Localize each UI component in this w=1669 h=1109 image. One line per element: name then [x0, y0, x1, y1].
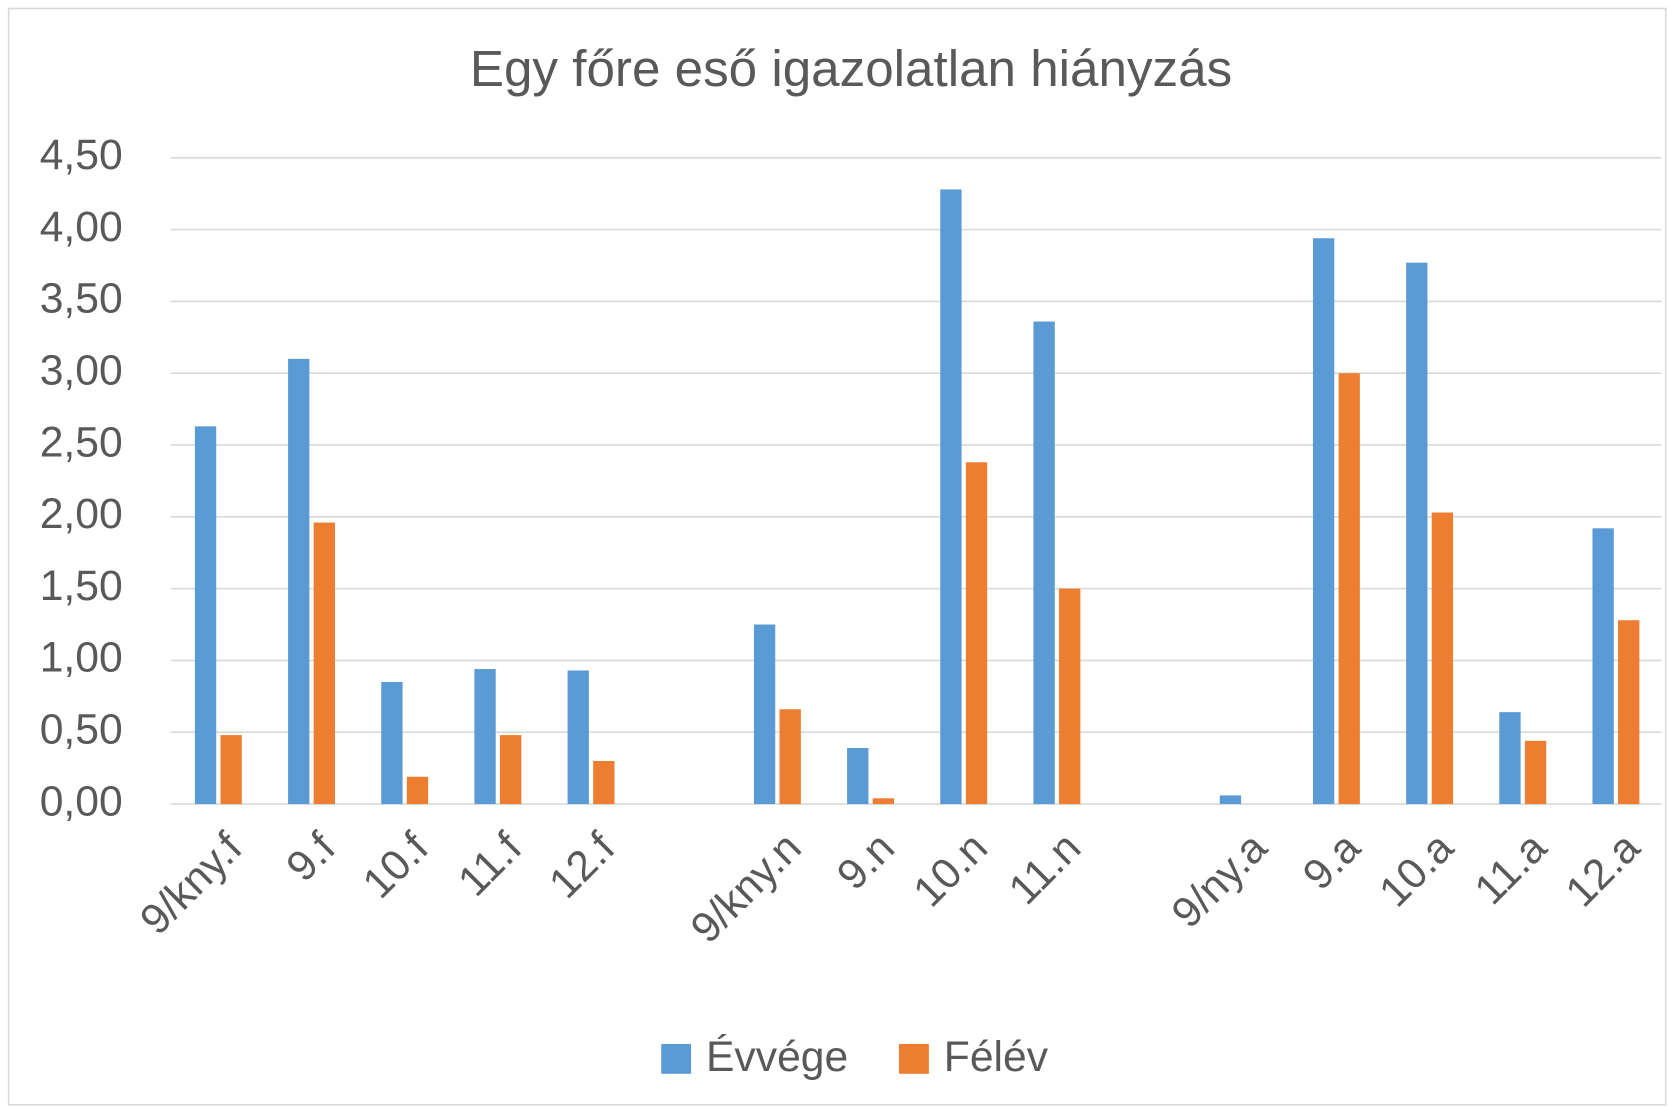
y-tick-label: 4,50 [40, 131, 123, 179]
bar [940, 189, 962, 805]
y-tick-label: 3,00 [40, 346, 123, 394]
bar [1406, 262, 1428, 805]
bar [593, 760, 615, 805]
bar [194, 426, 217, 805]
legend-swatch [661, 1043, 692, 1074]
y-tick-label: 3,50 [40, 275, 123, 323]
chart-title: Egy főre eső igazolatlan hiányzás [470, 40, 1232, 97]
bar [567, 670, 589, 805]
y-tick-label: 2,50 [40, 418, 123, 466]
bar [1524, 740, 1547, 805]
bar [220, 735, 242, 805]
legend-swatch [899, 1043, 929, 1074]
bar [847, 748, 869, 805]
bar [1499, 712, 1521, 805]
bar [1431, 512, 1454, 805]
bar [1219, 795, 1242, 805]
legend-label: Évvége [706, 1033, 848, 1081]
y-tick-label: 4,00 [40, 203, 123, 251]
bar [406, 776, 429, 805]
bar [313, 522, 335, 805]
bar [1338, 373, 1360, 805]
y-tick-label: 1,00 [40, 634, 123, 682]
bar [500, 735, 522, 805]
y-tick-label: 0,50 [40, 705, 123, 753]
bar [381, 681, 403, 805]
y-tick-label: 1,50 [40, 562, 123, 610]
y-tick-label: 0,00 [40, 777, 123, 825]
chart-border [7, 7, 1667, 1106]
bar [1059, 588, 1081, 805]
bar [1312, 238, 1335, 805]
bar [779, 709, 801, 805]
bar [965, 462, 988, 805]
bar [1592, 528, 1614, 805]
bar [288, 358, 310, 805]
bar [1618, 620, 1640, 805]
bar [872, 798, 895, 805]
bar [1033, 321, 1055, 805]
y-tick-label: 2,00 [40, 490, 123, 538]
bar [474, 669, 496, 805]
legend-label: Félév [944, 1033, 1049, 1081]
bar [753, 624, 776, 805]
